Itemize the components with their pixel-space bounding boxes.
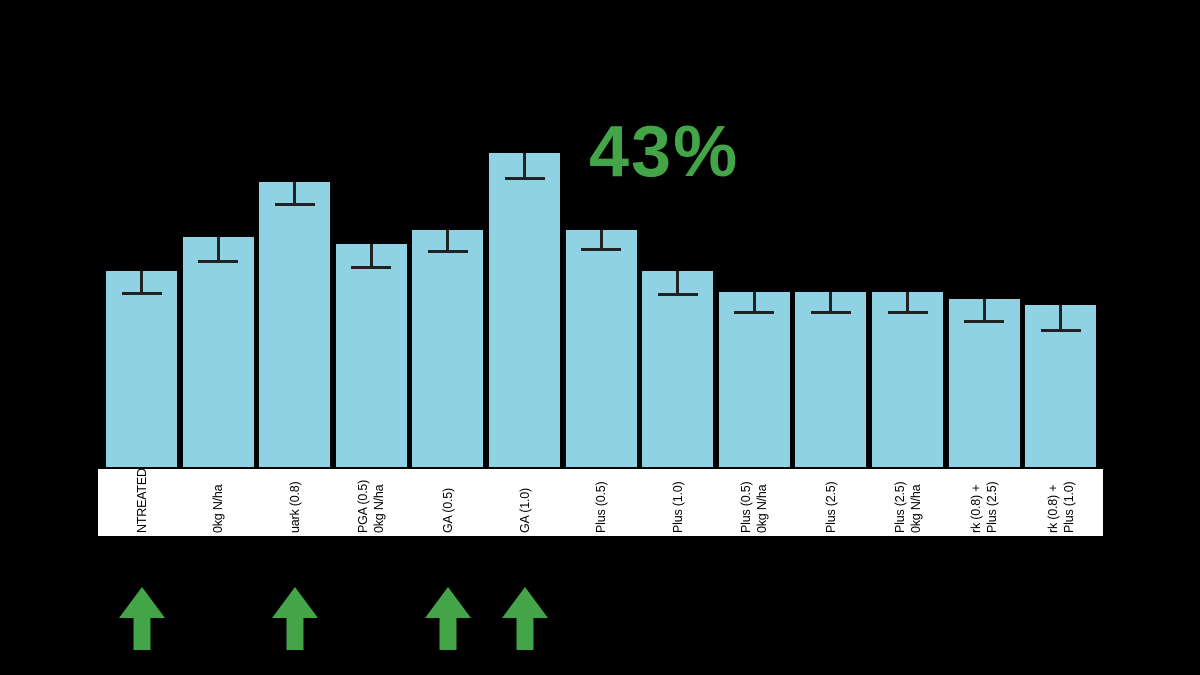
increase-arrow-icon <box>271 587 318 650</box>
error-bar-line <box>1059 305 1063 330</box>
error-bar-line <box>523 153 526 178</box>
error-bar-cap <box>351 265 392 269</box>
x-axis-label-strip: NTREATED 0kg N/ha uark (0.8) PGA (0.5) 0kg … <box>98 469 1103 536</box>
error-bar-cap <box>581 247 622 251</box>
error-bar-line <box>216 237 220 261</box>
bar <box>259 182 331 467</box>
bar <box>182 237 254 467</box>
error-bar-line <box>140 271 143 293</box>
increase-arrow-icon <box>501 587 548 650</box>
error-bar-cap <box>427 249 468 253</box>
increase-arrow-icon <box>424 587 471 650</box>
x-axis-label: Plus (1.0) <box>670 481 685 534</box>
x-axis-label: GA (1.0) <box>517 488 532 533</box>
error-bar-line <box>752 292 756 312</box>
x-axis-label: uark (0.8) <box>287 481 302 534</box>
x-axis-label: rk (0.8) + Plus (1.0) <box>1045 481 1076 534</box>
bar <box>489 153 560 467</box>
error-bar-cap <box>657 292 698 296</box>
bar <box>642 271 714 467</box>
x-axis-label: GA (0.5) <box>440 488 455 533</box>
error-bar-line <box>369 244 373 267</box>
bar <box>106 271 177 467</box>
error-bar-line <box>599 230 603 249</box>
error-bar-line <box>829 292 833 312</box>
error-bar-cap <box>274 202 315 206</box>
x-axis-label: NTREATED <box>134 469 149 533</box>
percent-increase-annotation: 43% <box>589 112 740 192</box>
error-bar-cap <box>964 319 1005 323</box>
bar <box>872 292 943 467</box>
increase-arrow-icon <box>118 587 165 650</box>
bar <box>948 299 1020 467</box>
x-axis-label: Plus (2.5) <box>823 481 838 534</box>
error-bar-line <box>676 271 680 294</box>
error-bar-cap <box>121 291 162 295</box>
error-bar-line <box>906 292 909 312</box>
x-axis-label: Plus (0.5) <box>594 481 609 534</box>
bar <box>1025 305 1097 467</box>
x-axis-label: PGA (0.5) 0kg N/ha <box>356 479 387 533</box>
x-axis-label: Plus (0.5) 0kg N/ha <box>739 481 770 534</box>
error-bar-cap <box>810 310 851 314</box>
error-bar-cap <box>734 310 775 314</box>
error-bar-cap <box>198 259 239 263</box>
x-axis-label: rk (0.8) + Plus (2.5) <box>969 481 1000 534</box>
x-axis-label: Plus (2.5) 0kg N/ha <box>892 481 923 534</box>
error-bar-line <box>446 230 450 251</box>
bar <box>565 230 637 467</box>
bar <box>412 230 484 467</box>
bar <box>718 292 790 467</box>
bar <box>335 244 407 467</box>
error-bar-cap <box>504 176 545 180</box>
bar <box>795 292 867 467</box>
error-bar-cap <box>887 310 928 314</box>
error-bar-line <box>982 299 986 321</box>
x-axis-label: 0kg N/ha <box>211 484 226 533</box>
error-bar-line <box>293 182 297 204</box>
error-bar-cap <box>1040 328 1081 332</box>
